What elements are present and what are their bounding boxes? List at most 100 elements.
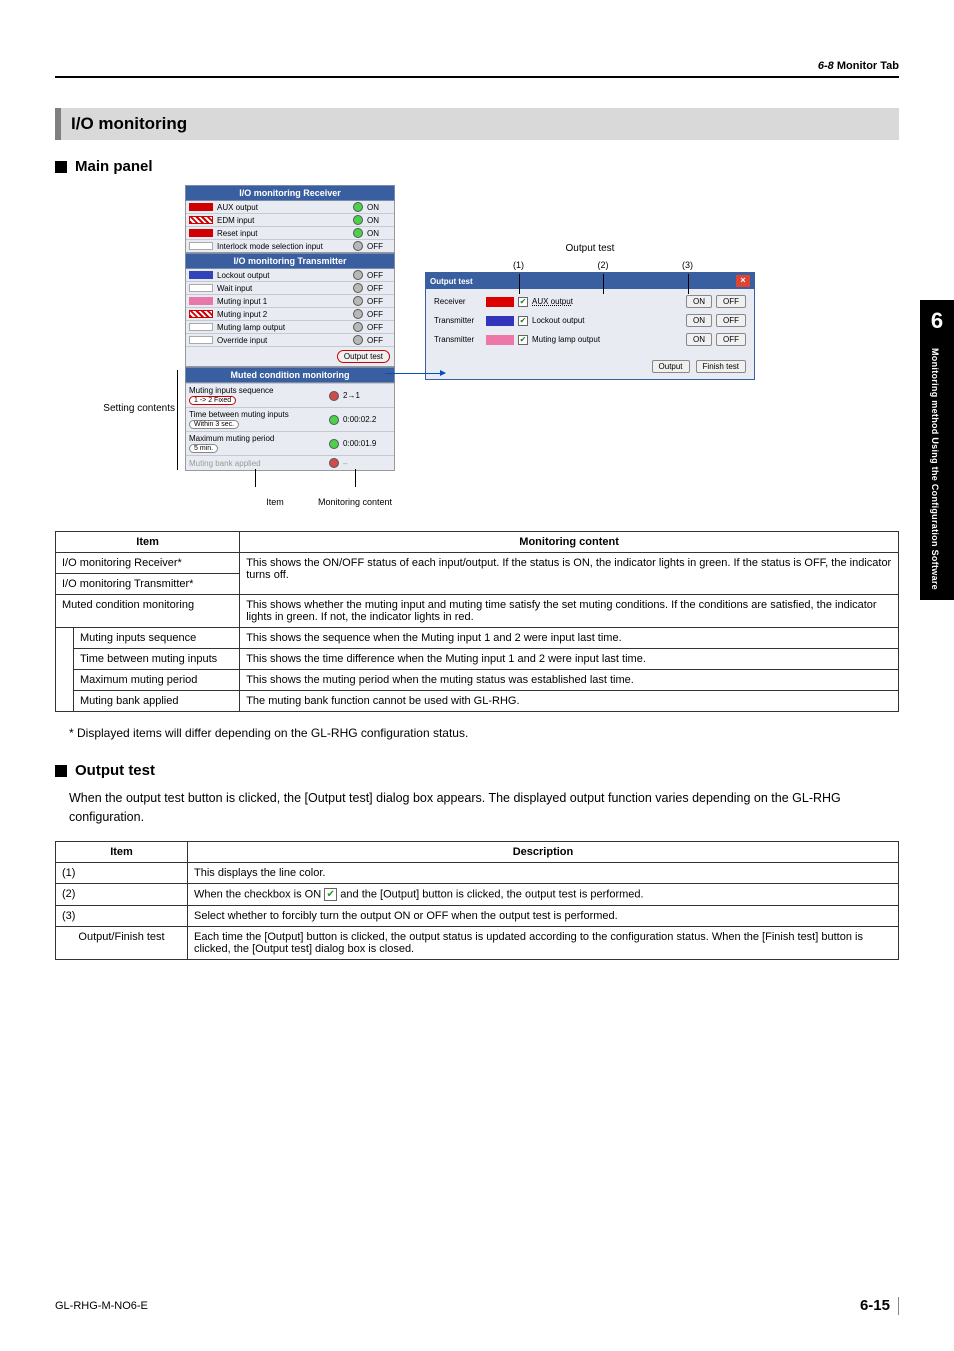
io-state: ON <box>367 229 391 238</box>
table-cell: I/O monitoring Transmitter* <box>56 574 240 595</box>
side-tab-text: Monitoring method Using the Configuratio… <box>920 344 950 594</box>
io-row: Lockout output OFF <box>186 269 394 281</box>
doc-id: GL-RHG-M-NO6-E <box>55 1300 148 1312</box>
col-num-2: (2) <box>598 260 609 270</box>
dialog-footer: Output Finish test <box>426 358 754 379</box>
io-label: AUX output <box>217 203 349 212</box>
chapter-number: 6 <box>920 300 954 344</box>
finish-test-button[interactable]: Finish test <box>696 360 746 373</box>
table-cell: Time between muting inputs <box>74 649 240 670</box>
color-swatch <box>189 336 213 344</box>
status-indicator-icon <box>329 439 339 449</box>
color-swatch <box>189 216 213 224</box>
table1-header-monitoring: Monitoring content <box>240 532 899 553</box>
dialog-row: Transmitter✔Muting lamp outputONOFF <box>434 333 746 346</box>
dialog-body: Receiver✔AUX outputONOFFTransmitter✔Lock… <box>426 289 754 358</box>
output-button[interactable]: Output <box>652 360 690 373</box>
io-row: Reset inputON <box>186 226 394 239</box>
section-title: I/O monitoring <box>55 108 899 140</box>
io-row: Override inputOFF <box>186 333 394 346</box>
muted-row: Time between muting inputsWithin 3 sec.0… <box>186 407 394 431</box>
io-row: Muting input 1 OFF <box>186 294 394 307</box>
on-button[interactable]: ON <box>686 314 712 327</box>
status-indicator-icon <box>353 215 363 225</box>
checkbox-icon: ✔ <box>324 888 337 901</box>
bullet-icon <box>55 161 67 173</box>
io-state: OFF <box>367 297 391 306</box>
status-indicator-icon <box>353 335 363 345</box>
on-button[interactable]: ON <box>686 295 712 308</box>
checkbox[interactable]: ✔ <box>518 297 528 307</box>
muted-row: Muting bank applied– <box>186 455 394 470</box>
table-cell: This shows the muting period when the mu… <box>240 670 899 691</box>
muted-row: Muting inputs sequence1 -> 2 Fixed2→1 <box>186 383 394 407</box>
section-label: Monitor Tab <box>837 60 899 72</box>
transmitter-header: I/O monitoring Transmitter <box>185 253 395 269</box>
io-state: ON <box>367 216 391 225</box>
table-cell: Muting inputs sequence <box>74 628 240 649</box>
subhead-output-label: Output test <box>75 762 155 779</box>
checkbox[interactable]: ✔ <box>518 335 528 345</box>
col-num-3: (3) <box>682 260 693 270</box>
muted-label: Maximum muting period5 min. <box>189 434 325 453</box>
status-indicator-icon <box>329 415 339 425</box>
table-cell: (1) <box>56 862 188 883</box>
page-number: 6-15 <box>860 1297 899 1315</box>
output-test-body: When the output test button is clicked, … <box>69 789 899 827</box>
io-label: Lockout output <box>217 271 349 280</box>
subhead-main-label: Main panel <box>75 158 153 175</box>
status-indicator-icon <box>353 309 363 319</box>
note-asterisk: * Displayed items will differ depending … <box>69 726 899 740</box>
subhead-output-test: Output test <box>55 762 899 779</box>
setting-value: Within 3 sec. <box>189 420 239 429</box>
table-cell: This shows the sequence when the Muting … <box>240 628 899 649</box>
io-state: OFF <box>367 271 391 280</box>
table-cell: Muting bank applied <box>74 691 240 712</box>
color-swatch <box>189 229 213 237</box>
dialog-row-label: Receiver <box>434 297 482 306</box>
diagram-monitoring-label: Monitoring content <box>315 497 395 507</box>
muted-label: Time between muting inputsWithin 3 sec. <box>189 410 325 429</box>
output-test-table: Item Description (1)This displays the li… <box>55 841 899 960</box>
dialog-header: Output test × <box>426 273 754 289</box>
section-number: 6-8 <box>818 60 834 72</box>
off-button[interactable]: OFF <box>716 295 746 308</box>
monitoring-content-table: Item Monitoring content I/O monitoring R… <box>55 531 899 712</box>
on-button[interactable]: ON <box>686 333 712 346</box>
io-row: Muting lamp outputOFF <box>186 320 394 333</box>
main-panel-diagram: Setting contents I/O monitoring Receiver… <box>95 185 899 507</box>
close-icon[interactable]: × <box>736 275 750 287</box>
bullet-icon <box>55 765 67 777</box>
status-indicator-icon <box>353 202 363 212</box>
muted-row: Maximum muting period5 min.0:00:01.9 <box>186 431 394 455</box>
dialog-field: AUX output <box>532 297 682 306</box>
io-row: Muting input 2OFF <box>186 307 394 320</box>
dialog-row-label: Transmitter <box>434 335 482 344</box>
io-state: OFF <box>367 242 391 251</box>
io-label: Muting input 1 <box>217 297 349 306</box>
setting-value: 5 min. <box>189 444 218 453</box>
table-cell: Maximum muting period <box>74 670 240 691</box>
io-row: AUX outputON <box>186 201 394 213</box>
off-button[interactable]: OFF <box>716 333 746 346</box>
muted-label: Muting inputs sequence1 -> 2 Fixed <box>189 386 325 405</box>
pointer-line <box>355 469 356 487</box>
output-test-button[interactable]: Output test <box>337 350 390 363</box>
page-footer: GL-RHG-M-NO6-E 6-15 <box>55 1291 899 1315</box>
table-cell: The muting bank function cannot be used … <box>240 691 899 712</box>
col-nums: (1) (2) (3) <box>425 260 755 270</box>
off-button[interactable]: OFF <box>716 314 746 327</box>
checkbox[interactable]: ✔ <box>518 316 528 326</box>
pointer-line <box>255 469 256 487</box>
color-swatch <box>189 203 213 211</box>
color-swatch <box>189 310 213 318</box>
output-test-label: Output test <box>425 243 755 254</box>
table-cell: When the checkbox is ON ✔ and the [Outpu… <box>188 883 899 905</box>
table-cell: This displays the line color. <box>188 862 899 883</box>
side-tab: 6 Monitoring method Using the Configurat… <box>920 300 954 600</box>
table-cell: Output/Finish test <box>56 926 188 959</box>
io-state: OFF <box>367 323 391 332</box>
io-label: Interlock mode selection input <box>217 242 349 251</box>
color-swatch <box>486 335 514 345</box>
status-indicator-icon <box>329 458 339 468</box>
